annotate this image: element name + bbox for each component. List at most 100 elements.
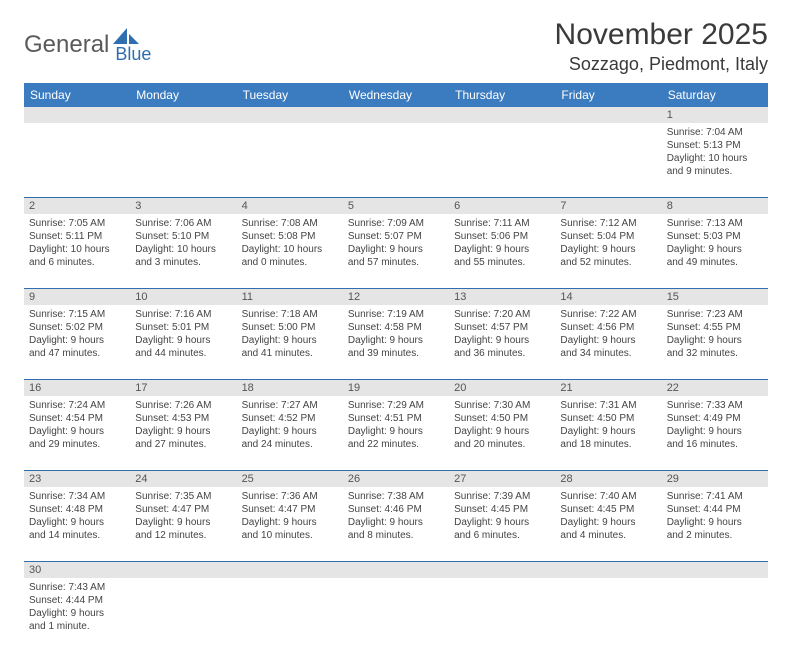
day-header: Friday [555, 83, 661, 107]
day-number: 20 [449, 380, 555, 396]
day-cell: Sunrise: 7:18 AMSunset: 5:00 PMDaylight:… [237, 305, 343, 379]
day-cell: Sunrise: 7:38 AMSunset: 4:46 PMDaylight:… [343, 487, 449, 561]
day-cell: Sunrise: 7:22 AMSunset: 4:56 PMDaylight:… [555, 305, 661, 379]
sunrise-text: Sunrise: 7:29 AM [348, 399, 444, 412]
dl2-text: and 10 minutes. [242, 529, 338, 542]
sunrise-text: Sunrise: 7:41 AM [667, 490, 763, 503]
day-cell: Sunrise: 7:27 AMSunset: 4:52 PMDaylight:… [237, 396, 343, 470]
day-number: 5 [343, 198, 449, 214]
day-number: 19 [343, 380, 449, 396]
sunset-text: Sunset: 4:55 PM [667, 321, 763, 334]
day-cell: Sunrise: 7:43 AMSunset: 4:44 PMDaylight:… [24, 578, 130, 652]
day-cell: Sunrise: 7:05 AMSunset: 5:11 PMDaylight:… [24, 214, 130, 288]
dl1-text: Daylight: 9 hours [454, 243, 550, 256]
day-cell: Sunrise: 7:23 AMSunset: 4:55 PMDaylight:… [662, 305, 768, 379]
dl2-text: and 49 minutes. [667, 256, 763, 269]
day-number: 26 [343, 471, 449, 487]
day-number [237, 107, 343, 123]
day-number [343, 562, 449, 578]
dl2-text: and 4 minutes. [560, 529, 656, 542]
day-cell [343, 123, 449, 197]
dl1-text: Daylight: 9 hours [135, 334, 231, 347]
day-number: 24 [130, 471, 236, 487]
day-cell: Sunrise: 7:13 AMSunset: 5:03 PMDaylight:… [662, 214, 768, 288]
sunrise-text: Sunrise: 7:11 AM [454, 217, 550, 230]
sunset-text: Sunset: 5:01 PM [135, 321, 231, 334]
dl2-text: and 36 minutes. [454, 347, 550, 360]
day-number: 28 [555, 471, 661, 487]
sunrise-text: Sunrise: 7:09 AM [348, 217, 444, 230]
day-header: Sunday [24, 83, 130, 107]
sunrise-text: Sunrise: 7:26 AM [135, 399, 231, 412]
dl1-text: Daylight: 9 hours [560, 425, 656, 438]
logo-text-blue: Blue [115, 44, 151, 65]
week-row: Sunrise: 7:24 AMSunset: 4:54 PMDaylight:… [24, 396, 768, 471]
sunrise-text: Sunrise: 7:39 AM [454, 490, 550, 503]
sunrise-text: Sunrise: 7:15 AM [29, 308, 125, 321]
day-cell: Sunrise: 7:15 AMSunset: 5:02 PMDaylight:… [24, 305, 130, 379]
day-number: 21 [555, 380, 661, 396]
sunset-text: Sunset: 4:58 PM [348, 321, 444, 334]
day-number: 25 [237, 471, 343, 487]
dl2-text: and 0 minutes. [242, 256, 338, 269]
day-number [343, 107, 449, 123]
day-cell: Sunrise: 7:06 AMSunset: 5:10 PMDaylight:… [130, 214, 236, 288]
dl1-text: Daylight: 9 hours [135, 516, 231, 529]
day-number: 6 [449, 198, 555, 214]
day-header: Tuesday [237, 83, 343, 107]
week-row: Sunrise: 7:43 AMSunset: 4:44 PMDaylight:… [24, 578, 768, 652]
dl1-text: Daylight: 9 hours [348, 516, 444, 529]
day-number [237, 562, 343, 578]
day-number: 29 [662, 471, 768, 487]
day-number: 17 [130, 380, 236, 396]
day-cell: Sunrise: 7:20 AMSunset: 4:57 PMDaylight:… [449, 305, 555, 379]
title-block: November 2025 Sozzago, Piedmont, Italy [555, 18, 768, 75]
day-cell [237, 578, 343, 652]
sunset-text: Sunset: 5:08 PM [242, 230, 338, 243]
sunset-text: Sunset: 5:02 PM [29, 321, 125, 334]
sunset-text: Sunset: 4:46 PM [348, 503, 444, 516]
day-cell [130, 123, 236, 197]
day-cell: Sunrise: 7:24 AMSunset: 4:54 PMDaylight:… [24, 396, 130, 470]
dl1-text: Daylight: 9 hours [29, 425, 125, 438]
day-number [555, 562, 661, 578]
sunrise-text: Sunrise: 7:40 AM [560, 490, 656, 503]
sunrise-text: Sunrise: 7:23 AM [667, 308, 763, 321]
dl2-text: and 55 minutes. [454, 256, 550, 269]
day-number: 2 [24, 198, 130, 214]
day-cell [130, 578, 236, 652]
dl1-text: Daylight: 9 hours [667, 516, 763, 529]
sunset-text: Sunset: 4:50 PM [454, 412, 550, 425]
sunrise-text: Sunrise: 7:19 AM [348, 308, 444, 321]
day-cell: Sunrise: 7:11 AMSunset: 5:06 PMDaylight:… [449, 214, 555, 288]
dl2-text: and 29 minutes. [29, 438, 125, 451]
sunrise-text: Sunrise: 7:36 AM [242, 490, 338, 503]
day-cell: Sunrise: 7:29 AMSunset: 4:51 PMDaylight:… [343, 396, 449, 470]
day-number [130, 107, 236, 123]
dl1-text: Daylight: 9 hours [348, 334, 444, 347]
dl1-text: Daylight: 9 hours [667, 243, 763, 256]
day-number-row: 1 [24, 107, 768, 123]
day-number: 18 [237, 380, 343, 396]
day-cell: Sunrise: 7:09 AMSunset: 5:07 PMDaylight:… [343, 214, 449, 288]
day-cell: Sunrise: 7:30 AMSunset: 4:50 PMDaylight:… [449, 396, 555, 470]
sunset-text: Sunset: 4:50 PM [560, 412, 656, 425]
dl1-text: Daylight: 9 hours [454, 425, 550, 438]
day-number-row: 9101112131415 [24, 289, 768, 305]
sunrise-text: Sunrise: 7:31 AM [560, 399, 656, 412]
day-number [449, 562, 555, 578]
sunrise-text: Sunrise: 7:33 AM [667, 399, 763, 412]
day-cell: Sunrise: 7:04 AMSunset: 5:13 PMDaylight:… [662, 123, 768, 197]
dl1-text: Daylight: 9 hours [560, 516, 656, 529]
day-header: Wednesday [343, 83, 449, 107]
sunset-text: Sunset: 4:47 PM [242, 503, 338, 516]
day-number: 9 [24, 289, 130, 305]
dl1-text: Daylight: 9 hours [29, 607, 125, 620]
dl2-text: and 1 minute. [29, 620, 125, 633]
day-number: 11 [237, 289, 343, 305]
sunrise-text: Sunrise: 7:16 AM [135, 308, 231, 321]
day-header: Saturday [662, 83, 768, 107]
sunrise-text: Sunrise: 7:13 AM [667, 217, 763, 230]
sunrise-text: Sunrise: 7:12 AM [560, 217, 656, 230]
day-number [24, 107, 130, 123]
